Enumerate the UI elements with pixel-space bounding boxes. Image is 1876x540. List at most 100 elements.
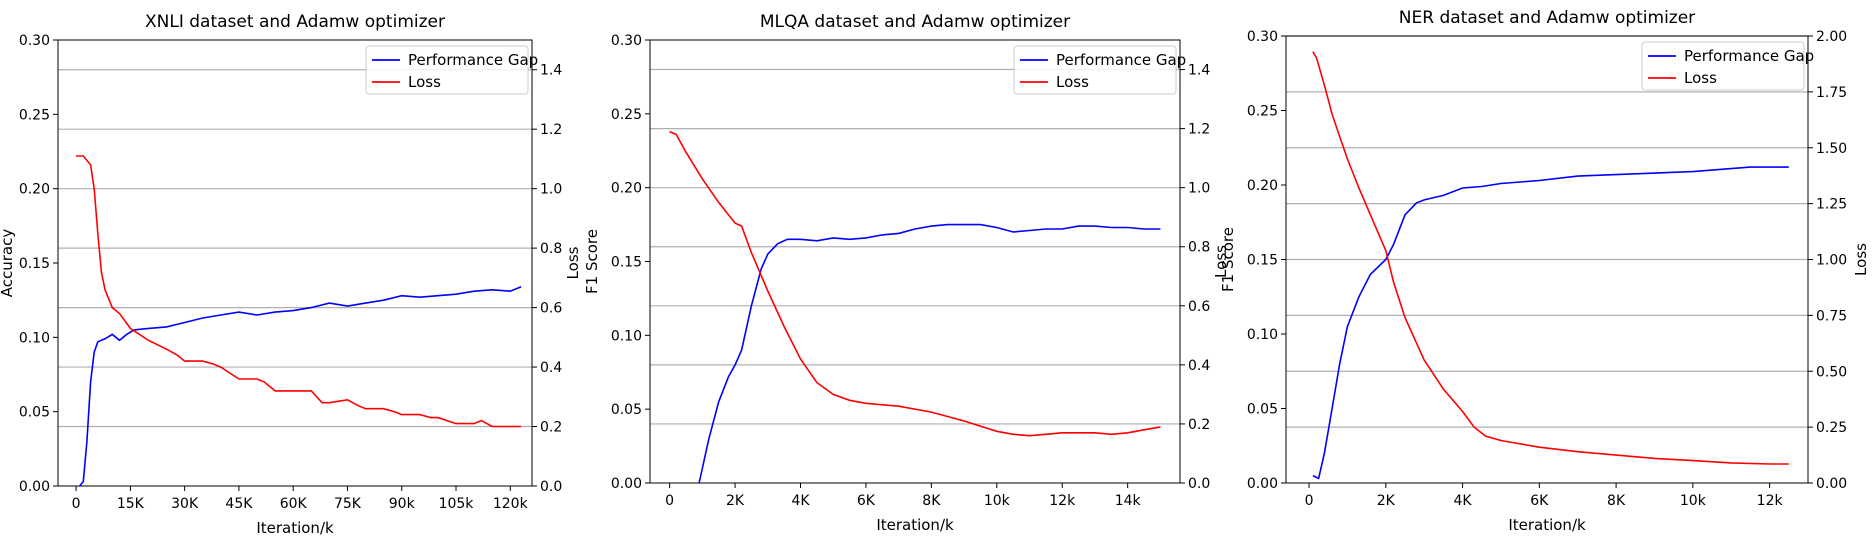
legend-label: Loss xyxy=(1056,73,1089,91)
legend: Performance Gap Loss xyxy=(1013,45,1186,95)
y-tick-label: 0.25 xyxy=(611,107,642,123)
x-tick-label: 15K xyxy=(117,496,145,512)
chart-title: XNLI dataset and Adamw optimizer xyxy=(145,12,445,32)
y2-tick-label: 1.2 xyxy=(540,122,562,138)
x-tick-label: 4K xyxy=(791,493,810,509)
x-tick-label: 0 xyxy=(665,493,674,509)
x-axis-label: Iteration/k xyxy=(256,519,334,537)
y-axis-label: F1 Score xyxy=(583,229,601,294)
y-tick-label: 0.05 xyxy=(611,402,642,418)
y2-tick-label: 0.0 xyxy=(540,479,562,495)
y2-tick-label: 0.6 xyxy=(540,301,562,317)
x-tick-label: 2K xyxy=(1377,493,1396,509)
y2-tick-label: 0.25 xyxy=(1816,420,1847,436)
y2-tick-label: 1.4 xyxy=(540,63,562,79)
y2-axis-label: Loss xyxy=(564,246,582,279)
series-line-loss xyxy=(76,155,522,428)
x-tick-label: 45K xyxy=(225,496,253,512)
chart-panel-2: 0.00 0.05 0.10 0.15 0.20 0.25 0.30 0.0 0.2 0.4 0.6… xyxy=(583,12,1230,534)
series-line-performance-gap xyxy=(79,286,522,486)
plot-frame xyxy=(649,39,1181,484)
y2-tick-label: 0.2 xyxy=(540,420,562,436)
y-tick-label: 0.15 xyxy=(19,256,50,272)
x-tick-label: 14k xyxy=(1115,493,1142,509)
chart-title: MLQA dataset and Adamw optimizer xyxy=(760,12,1070,32)
legend-label: Performance Gap xyxy=(408,51,538,69)
x-axis-label: Iteration/k xyxy=(876,516,954,534)
x-tick-label: 105k xyxy=(439,496,475,512)
y-tick-label: 0.00 xyxy=(19,479,50,495)
y2-tick-label: 1.0 xyxy=(1188,181,1210,197)
y2-tick-label: 1.25 xyxy=(1816,197,1847,213)
legend-box xyxy=(1641,41,1805,91)
legend-box xyxy=(1013,45,1177,95)
y2-axis-label: Loss xyxy=(1212,245,1230,278)
y-tick-label: 0.05 xyxy=(1247,402,1278,418)
chart-title: NER dataset and Adamw optimizer xyxy=(1399,8,1695,28)
y2-tick-label: 1.2 xyxy=(1188,122,1210,138)
y2-tick-label: 0.4 xyxy=(540,360,562,376)
x-tick-label: 12k xyxy=(1757,493,1784,509)
y-tick-label: 0.10 xyxy=(611,328,642,344)
series-line-performance-gap xyxy=(698,223,1161,483)
legend-box xyxy=(365,45,529,95)
y2-tick-label: 2.00 xyxy=(1816,29,1847,45)
y2-tick-label: 0.75 xyxy=(1816,308,1847,324)
y-axis-label: Accuracy xyxy=(0,229,16,298)
x-tick-label: 2K xyxy=(726,493,745,509)
y-tick-label: 0.20 xyxy=(611,181,642,197)
y2-tick-label: 1.75 xyxy=(1816,85,1847,101)
y2-tick-label: 0.2 xyxy=(1188,417,1210,433)
y2-tick-label: 0.50 xyxy=(1816,364,1847,380)
x-tick-label: 0 xyxy=(1305,493,1314,509)
y2-tick-label: 0.8 xyxy=(1188,240,1210,256)
y2-tick-label: 1.00 xyxy=(1816,253,1847,269)
chart-panel-1: 0.00 0.05 0.10 0.15 0.20 0.25 0.30 0.0 0.2 0.4 0.6… xyxy=(0,12,582,537)
y2-tick-label: 0.00 xyxy=(1816,476,1847,492)
x-tick-label: 8K xyxy=(1607,493,1626,509)
x-tick-label: 90k xyxy=(389,496,416,512)
y-tick-label: 0.20 xyxy=(19,182,50,198)
series-line-loss xyxy=(669,130,1161,437)
y-tick-label: 0.25 xyxy=(1247,104,1278,120)
x-tick-label: 12k xyxy=(1049,493,1076,509)
x-tick-label: 4K xyxy=(1454,493,1473,509)
chart-panel-3: 0.00 0.05 0.10 0.15 0.20 0.25 0.30 0.00 0.25 0.50… xyxy=(1219,8,1870,534)
y2-tick-label: 1.50 xyxy=(1816,141,1847,157)
y2-tick-label: 0.6 xyxy=(1188,299,1210,315)
y2-tick-label: 1.0 xyxy=(540,182,562,198)
x-tick-label: 8K xyxy=(922,493,941,509)
y-tick-label: 0.10 xyxy=(1247,327,1278,343)
legend-label: Performance Gap xyxy=(1056,51,1186,69)
y-tick-label: 0.15 xyxy=(1247,253,1278,269)
legend-label: Loss xyxy=(408,73,441,91)
x-tick-label: 30K xyxy=(171,496,199,512)
x-tick-label: 0 xyxy=(72,496,81,512)
y-tick-label: 0.10 xyxy=(19,330,50,346)
y-tick-label: 0.20 xyxy=(1247,178,1278,194)
y-tick-label: 0.15 xyxy=(611,255,642,271)
legend: Performance Gap Loss xyxy=(1641,41,1814,91)
series-line-performance-gap xyxy=(1312,166,1789,480)
y2-axis-label: Loss xyxy=(1852,243,1870,276)
series-line-loss xyxy=(1312,51,1789,465)
y-tick-label: 0.05 xyxy=(19,405,50,421)
x-tick-label: 10k xyxy=(984,493,1011,509)
legend-label: Loss xyxy=(1684,69,1717,87)
x-tick-label: 6K xyxy=(857,493,876,509)
legend-label: Performance Gap xyxy=(1684,47,1814,65)
legend: Performance Gap Loss xyxy=(365,45,538,95)
x-tick-label: 10k xyxy=(1680,493,1707,509)
y-tick-label: 0.30 xyxy=(1247,29,1278,45)
y-tick-label: 0.30 xyxy=(19,33,50,49)
y-tick-label: 0.30 xyxy=(611,33,642,49)
y2-tick-label: 0.8 xyxy=(540,241,562,257)
y2-tick-label: 0.0 xyxy=(1188,476,1210,492)
x-axis-label: Iteration/k xyxy=(1508,516,1586,534)
y-tick-label: 0.00 xyxy=(611,476,642,492)
plot-frame xyxy=(57,39,533,487)
x-tick-label: 60K xyxy=(280,496,308,512)
y-tick-label: 0.00 xyxy=(1247,476,1278,492)
x-tick-label: 120k xyxy=(493,496,529,512)
